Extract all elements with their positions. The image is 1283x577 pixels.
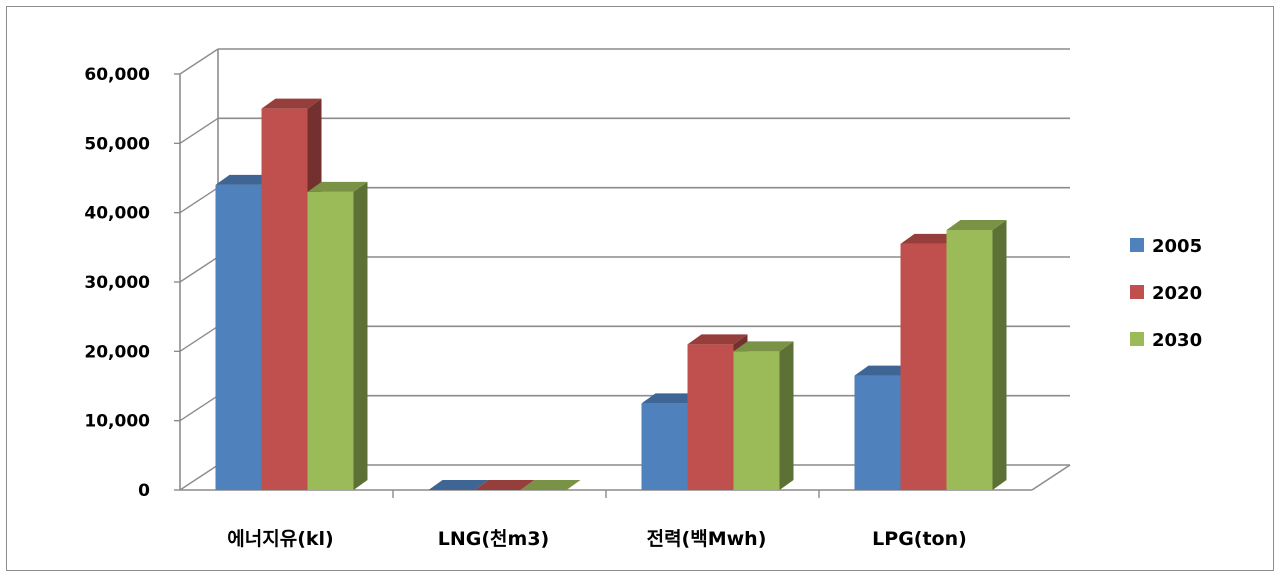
bar-top	[520, 480, 581, 490]
side-wall-gridline	[179, 187, 219, 214]
bar	[641, 403, 688, 490]
x-category-label: 전력(백Mwh)	[647, 528, 767, 550]
bar	[900, 243, 947, 490]
x-category-label: LPG(ton)	[872, 528, 967, 550]
floor-edge	[1031, 464, 1071, 491]
x-category-label: 에너지유(kl)	[227, 528, 333, 550]
bar-top	[900, 233, 961, 244]
bar-top	[428, 480, 489, 490]
y-tick-label: 50,000	[84, 134, 150, 154]
side-wall-gridline	[179, 48, 219, 75]
y-axis-ticks: 0 10,000 20,000 30,000 40,000 50,000 60,000	[84, 65, 150, 501]
legend: 2005 2020 2030	[1130, 236, 1202, 351]
bar-top	[687, 334, 748, 345]
y-tick-label: 0	[138, 481, 150, 501]
side-wall-gridline	[179, 464, 219, 491]
legend-label: 2005	[1152, 236, 1202, 257]
legend-swatch	[1130, 285, 1144, 299]
bar	[854, 375, 901, 490]
bar	[215, 184, 262, 490]
side-wall-gridline	[179, 256, 219, 283]
bar-top	[641, 393, 702, 404]
x-axis-categories: 에너지유(kl) LNG(천m3) 전력(백Mwh) LPG(ton)	[227, 528, 967, 550]
bar-top	[307, 181, 368, 192]
legend-label: 2020	[1152, 283, 1202, 304]
bar-top	[474, 480, 535, 490]
bar-side	[992, 220, 1007, 490]
legend-swatch	[1130, 238, 1144, 252]
bar	[733, 351, 780, 490]
side-wall-gridline	[179, 395, 219, 422]
bar	[687, 344, 734, 490]
bars-layer	[215, 98, 1007, 491]
y-tick-label: 30,000	[84, 273, 150, 293]
y-tick-label: 20,000	[84, 342, 150, 362]
bar	[261, 108, 308, 491]
side-wall-gridline	[179, 325, 219, 352]
bar-top	[215, 174, 276, 185]
bar	[307, 191, 354, 490]
bar-side	[779, 341, 794, 490]
bar	[946, 230, 993, 490]
bar-side	[353, 181, 368, 490]
y-tick-label: 60,000	[84, 65, 150, 85]
bar-top	[854, 365, 915, 376]
bar-top	[946, 220, 1007, 230]
bar-top	[733, 341, 794, 352]
legend-swatch	[1130, 332, 1144, 346]
bar-top	[261, 98, 322, 109]
side-wall-gridline	[179, 117, 219, 144]
legend-label: 2030	[1152, 330, 1202, 351]
y-tick-label: 40,000	[84, 204, 150, 224]
x-category-label: LNG(천m3)	[438, 528, 549, 550]
y-tick-label: 10,000	[84, 412, 150, 432]
